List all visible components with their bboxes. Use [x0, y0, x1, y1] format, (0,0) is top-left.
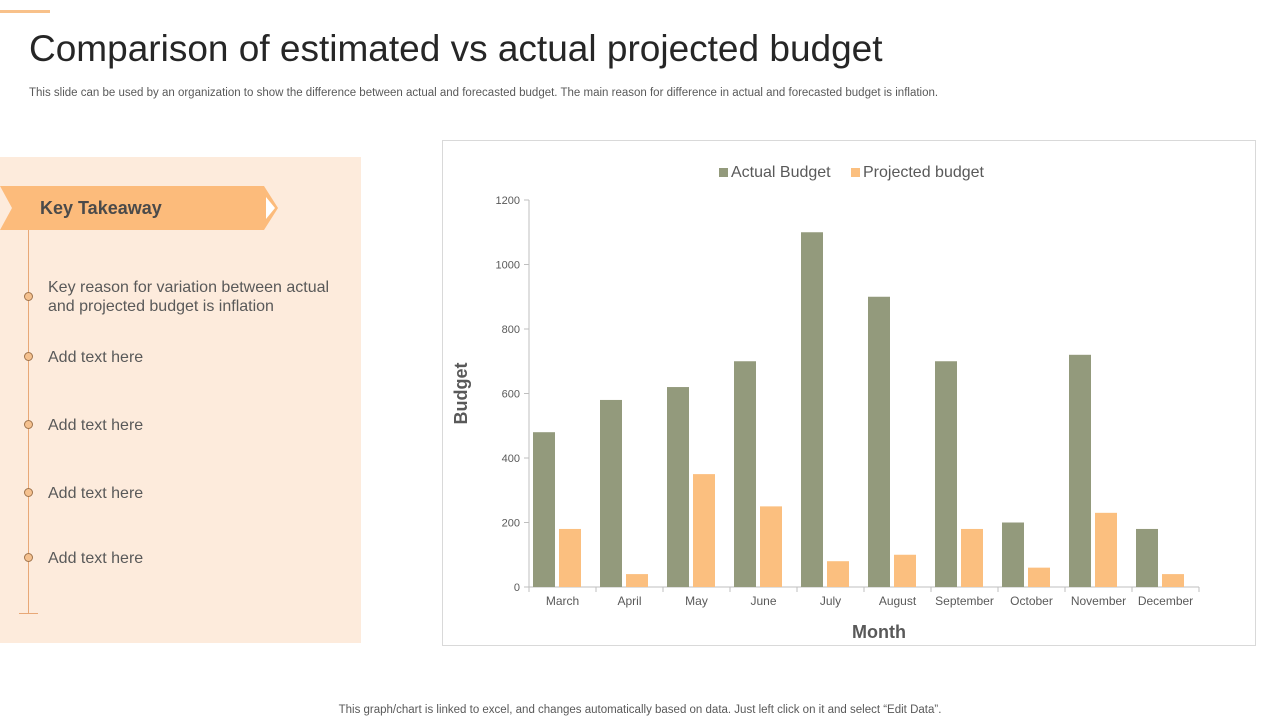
takeaway-item: Add text here [48, 417, 144, 434]
projected-budget-bar [559, 528, 581, 587]
page-title: Comparison of estimated vs actual projec… [29, 28, 883, 69]
x-tick-label: October [1010, 594, 1053, 608]
projected-budget-bar [760, 506, 782, 587]
accent-line [0, 10, 50, 13]
actual-budget-bar [1002, 522, 1024, 587]
x-tick-label: August [879, 594, 917, 608]
timeline-dot [24, 352, 33, 361]
y-tick-label: 800 [502, 324, 520, 336]
actual-budget-bar [801, 232, 823, 587]
y-tick-label: 600 [502, 389, 520, 401]
actual-budget-bar [667, 387, 689, 587]
x-tick-label: March [546, 594, 579, 608]
y-tick-label: 400 [502, 453, 520, 465]
projected-budget-bar [827, 561, 849, 587]
footer-note: This graph/chart is linked to excel, and… [338, 704, 942, 716]
key-takeaway-ribbon [0, 186, 278, 230]
x-axis-title: Month [852, 622, 906, 642]
projected-budget-bar [1095, 512, 1117, 587]
projected-budget-bar [961, 528, 983, 587]
key-takeaway-panel: Key Takeaway Key reason for variation be… [0, 157, 361, 643]
y-tick-label: 0 [514, 582, 520, 594]
legend-swatch [851, 168, 860, 177]
actual-budget-bar [734, 361, 756, 587]
y-axis-title: Budget [451, 363, 471, 425]
legend-swatch [719, 168, 728, 177]
x-tick-label: July [820, 594, 841, 608]
x-tick-label: September [935, 594, 994, 608]
timeline-dot [24, 420, 33, 429]
chart-container[interactable]: 0 200 400 600 800 1000 1200 March April May June Ju… [442, 140, 1256, 646]
timeline-dot [24, 488, 33, 497]
actual-budget-bar [1136, 528, 1158, 587]
x-tick-label: May [685, 594, 708, 608]
timeline-dot [24, 553, 33, 562]
actual-budget-bar [533, 432, 555, 587]
x-tick-label: June [750, 594, 776, 608]
legend-label: Actual Budget [731, 164, 831, 181]
actual-budget-bar [868, 296, 890, 587]
budget-bar-chart[interactable]: 0 200 400 600 800 1000 1200 March April May June Ju… [443, 141, 1255, 645]
actual-budget-bar [1069, 354, 1091, 587]
legend-label: Projected budget [863, 164, 985, 181]
timeline-end-cap [19, 613, 38, 614]
projected-budget-bar [626, 574, 648, 587]
projected-budget-bar [1162, 574, 1184, 587]
projected-budget-bar [894, 554, 916, 587]
x-tick-label: December [1138, 594, 1193, 608]
y-tick-label: 200 [502, 518, 520, 530]
y-tick-label: 1000 [496, 260, 520, 272]
x-tick-label: November [1071, 594, 1126, 608]
page-subtitle: This slide can be used by an organizatio… [29, 87, 939, 99]
key-takeaway-heading: Key Takeaway [40, 198, 162, 218]
timeline-dot [24, 292, 33, 301]
x-tick-label: April [617, 594, 641, 608]
actual-budget-bar [600, 399, 622, 587]
projected-budget-bar [693, 474, 715, 587]
takeaway-item: Add text here [48, 349, 144, 366]
takeaway-item: Add text here [48, 485, 144, 502]
actual-budget-bar [935, 361, 957, 587]
y-tick-label: 1200 [496, 195, 520, 207]
projected-budget-bar [1028, 567, 1050, 587]
takeaway-item: Add text here [48, 550, 144, 567]
takeaway-item: Key reason for variation between actual … [48, 279, 330, 315]
